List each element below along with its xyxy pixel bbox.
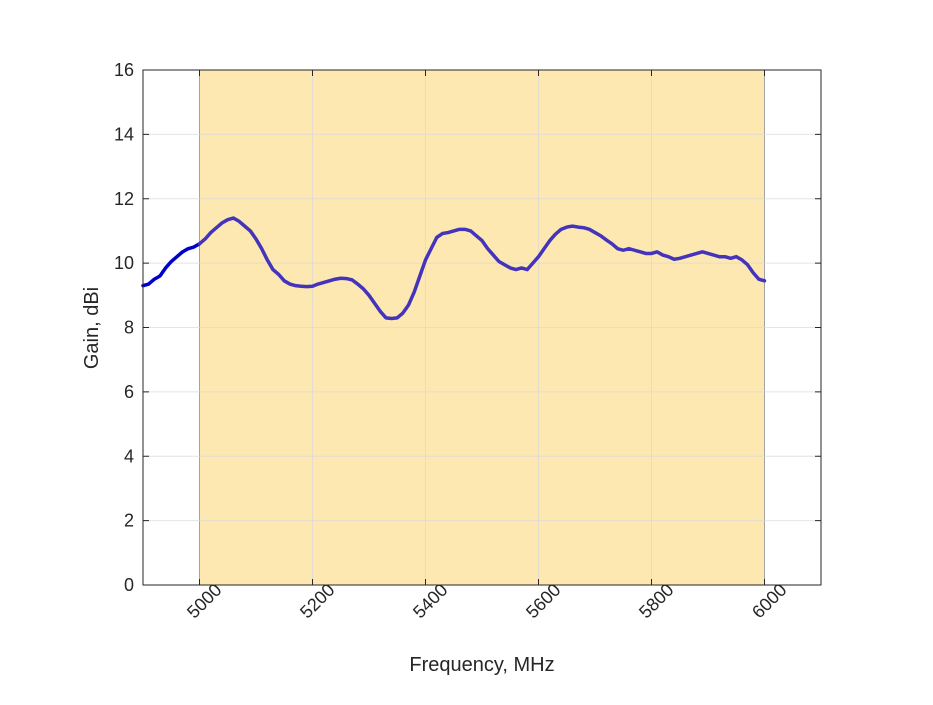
y-axis-title: Gain, dBi xyxy=(81,287,103,369)
y-tick-label: 12 xyxy=(114,189,134,209)
axes-layer xyxy=(142,69,822,586)
y-tick-label: 2 xyxy=(124,511,134,531)
y-tick-label: 0 xyxy=(124,575,134,595)
series-layer xyxy=(141,216,767,321)
y-tick-label: 6 xyxy=(124,382,134,402)
gain-series-line-1 xyxy=(141,242,202,288)
y-tick-label: 4 xyxy=(124,446,134,466)
y-tick-label: 8 xyxy=(124,318,134,338)
y-tick-label: 14 xyxy=(114,124,134,144)
x-axis-title: Frequency, MHz xyxy=(409,654,554,676)
gain-series-line-2 xyxy=(197,216,767,321)
y-tick-layer: 0 2 4 6 8 10 12 14 16 xyxy=(114,60,134,595)
y-tick-label: 10 xyxy=(114,253,134,273)
y-tick-label: 16 xyxy=(114,60,134,80)
